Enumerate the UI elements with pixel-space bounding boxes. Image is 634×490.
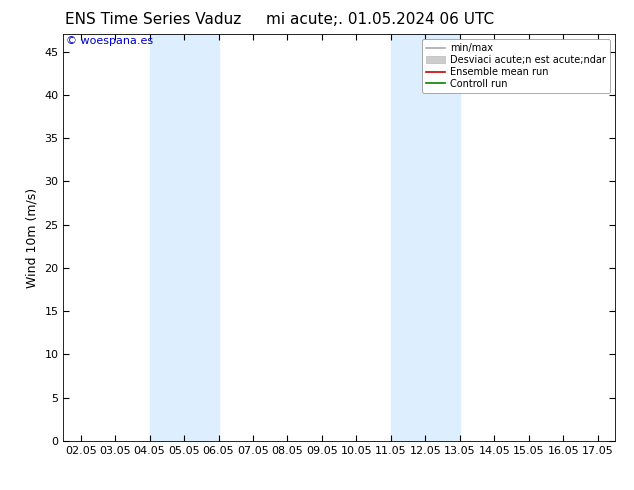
Text: ENS Time Series Vaduz: ENS Time Series Vaduz	[65, 12, 241, 27]
Text: mi acute;. 01.05.2024 06 UTC: mi acute;. 01.05.2024 06 UTC	[266, 12, 495, 27]
Y-axis label: Wind 10m (m/s): Wind 10m (m/s)	[26, 188, 39, 288]
Bar	[391, 34, 460, 441]
Bar	[150, 34, 219, 441]
Legend: min/max, Desviaci acute;n est acute;ndar, Ensemble mean run, Controll run: min/max, Desviaci acute;n est acute;ndar…	[422, 39, 610, 93]
Text: © woespana.es: © woespana.es	[66, 36, 153, 47]
